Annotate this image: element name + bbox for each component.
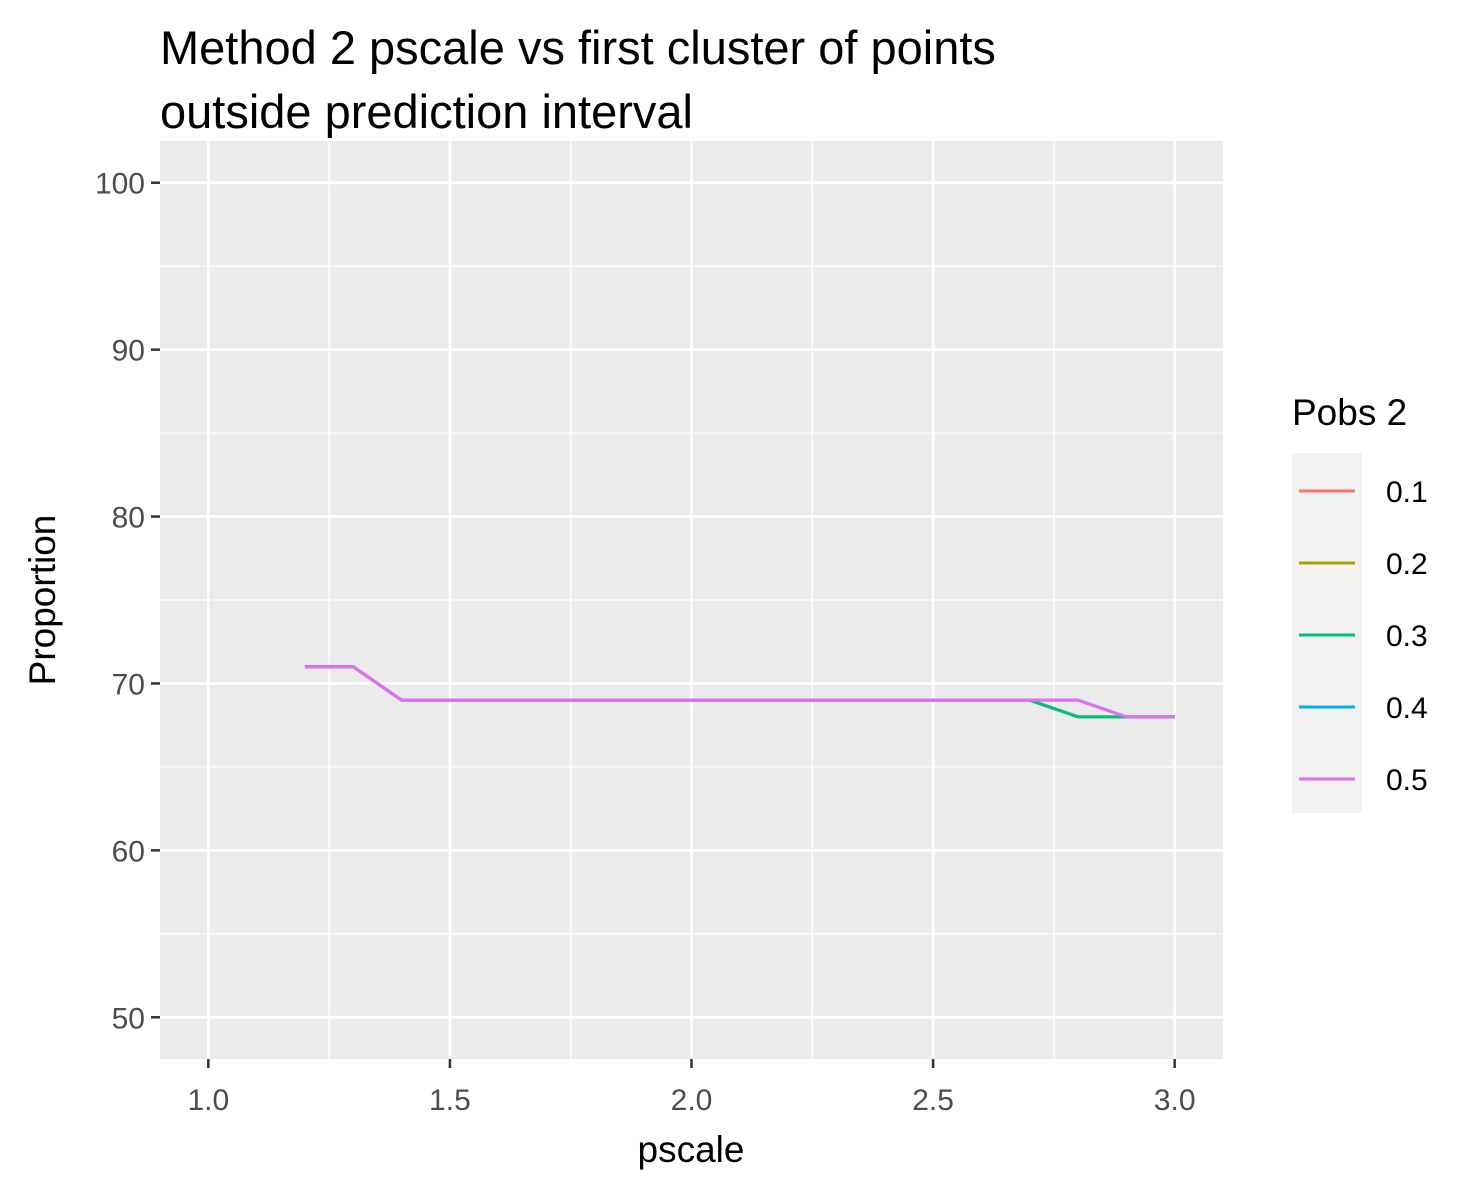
major-gridlines [160,141,1223,1059]
legend-label-0.1: 0.1 [1386,476,1428,509]
y-axis-title: Proportion [22,515,63,686]
y-tick-label: 80 [112,502,145,535]
y-tick-label: 50 [112,1002,145,1035]
x-tick-label: 2.0 [671,1084,713,1117]
x-tick-label: 1.0 [187,1084,229,1117]
x-axis-title: pscale [638,1129,745,1170]
legend-label-0.4: 0.4 [1386,692,1428,725]
y-axis: 50 60 70 80 90 100 [95,168,160,1035]
legend-label-0.2: 0.2 [1386,548,1428,581]
x-tick-label: 2.5 [912,1084,954,1117]
x-tick-label: 1.5 [429,1084,471,1117]
y-tick-label: 90 [112,335,145,368]
x-tick-label: 3.0 [1154,1084,1196,1117]
y-tick-label: 60 [112,835,145,868]
x-axis: 1.0 1.5 2.0 2.5 3.0 [187,1059,1196,1117]
legend-label-0.3: 0.3 [1386,620,1428,653]
legend-label-0.5: 0.5 [1386,764,1428,797]
chart-title-line-1: Method 2 pscale vs first cluster of poin… [160,21,996,74]
y-tick-label: 70 [112,668,145,701]
series-line-0.5 [304,665,1175,719]
y-tick-label: 100 [95,168,145,201]
legend-title: Pobs 2 [1292,392,1407,433]
chart-title-line-2: outside prediction interval [160,85,693,138]
series-lines [304,665,1175,719]
legend: Pobs 2 0.1 0.2 0.3 0.4 0.5 [1292,392,1428,813]
legend-key-background [1292,453,1362,813]
